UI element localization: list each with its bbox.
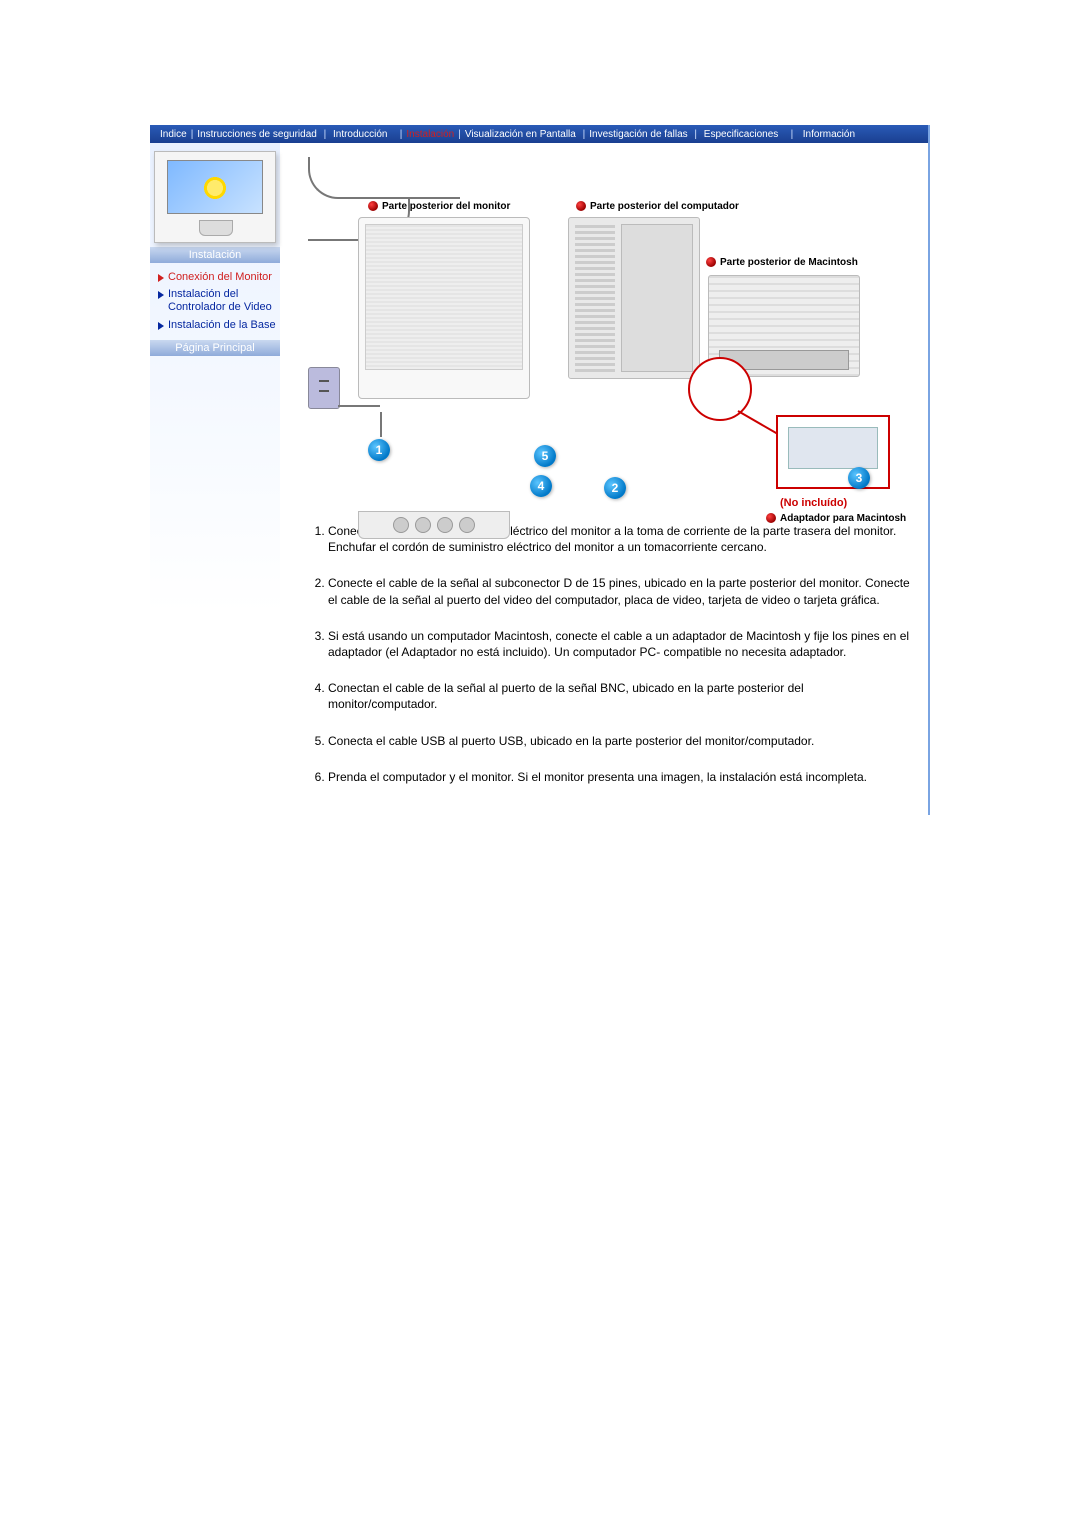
diagram-number-5: 5	[534, 445, 556, 467]
nav-separator: |	[692, 129, 700, 140]
diagram-number-3: 3	[848, 467, 870, 489]
wall-outlet-icon	[308, 367, 340, 409]
nav-visualizacion[interactable]: Visualización en Pantalla	[461, 129, 580, 140]
cable-line	[380, 412, 382, 437]
instruction-item: Si está usando un computador Macintosh, …	[328, 628, 914, 660]
bullet-icon	[766, 513, 776, 523]
instructions-list: Conecte el cordón de suministro eléctric…	[308, 517, 918, 785]
diagram-number-2: 2	[604, 477, 626, 499]
sidebar-item-controlador[interactable]: Instalación del Controlador de Video	[158, 286, 276, 316]
cable-line	[308, 157, 460, 199]
sidebar-item-base[interactable]: Instalación de la Base	[158, 317, 276, 334]
instruction-item: Conectan el cable de la señal al puerto …	[328, 680, 914, 712]
layout: Instalación Conexión del Monitor Instala…	[150, 143, 930, 815]
top-nav: Indice | Instrucciones de seguridad | In…	[150, 125, 930, 143]
nav-investigacion[interactable]: Investigación de fallas	[585, 129, 691, 140]
monitor-ports-icon	[358, 511, 510, 539]
instruction-item: Conecte el cable de la señal al subconec…	[328, 575, 914, 607]
diagram-label-adapter: Adaptador para Macintosh	[766, 513, 906, 524]
sidebar-item-label: Conexión del Monitor	[168, 271, 272, 284]
sidebar-section-header: Instalación	[150, 247, 280, 263]
instruction-item: Conecta el cable USB al puerto USB, ubic…	[328, 733, 914, 749]
mac-adapter-icon	[776, 415, 890, 489]
nav-separator: |	[782, 129, 799, 140]
triangle-icon	[158, 291, 164, 299]
cable-line	[338, 405, 380, 407]
nav-indice[interactable]: Indice	[156, 129, 191, 140]
pc-back-icon	[568, 217, 700, 379]
nav-informacion[interactable]: Información	[799, 129, 859, 140]
sidebar-item-label: Instalación del Controlador de Video	[168, 288, 276, 314]
nav-instrucciones[interactable]: Instrucciones de seguridad	[193, 129, 321, 140]
diagram-number-1: 1	[368, 439, 390, 461]
nav-especificaciones[interactable]: Especificaciones	[700, 129, 782, 140]
diagram-label-pc: Parte posterior del computador	[576, 201, 739, 212]
sidebar-item-label: Instalación de la Base	[168, 319, 276, 332]
sidebar-monitor-image	[154, 151, 276, 243]
nav-separator: |	[321, 129, 329, 140]
page: Indice | Instrucciones de seguridad | In…	[150, 125, 930, 815]
diagram-label-monitor: Parte posterior del monitor	[368, 201, 510, 212]
sidebar-home-link[interactable]: Página Principal	[150, 340, 280, 356]
content: Parte posterior del monitor Parte poster…	[280, 143, 928, 815]
sidebar: Instalación Conexión del Monitor Instala…	[150, 143, 280, 815]
triangle-icon	[158, 274, 164, 282]
bullet-icon	[706, 257, 716, 267]
sidebar-list: Conexión del Monitor Instalación del Con…	[150, 263, 280, 340]
bullet-icon	[576, 201, 586, 211]
nav-instalacion[interactable]: Instalación	[402, 129, 458, 140]
triangle-icon	[158, 322, 164, 330]
monitor-back-icon	[358, 217, 530, 399]
connection-diagram: Parte posterior del monitor Parte poster…	[308, 157, 893, 507]
not-included-label: (No incluído)	[780, 497, 847, 509]
diagram-number-4: 4	[530, 475, 552, 497]
nav-introduccion[interactable]: Introducción	[329, 129, 391, 140]
sidebar-item-conexion[interactable]: Conexión del Monitor	[158, 269, 276, 286]
instruction-item: Prenda el computador y el monitor. Si el…	[328, 769, 914, 785]
bullet-icon	[368, 201, 378, 211]
diagram-label-mac: Parte posterior de Macintosh	[706, 257, 858, 268]
nav-separator: |	[391, 129, 402, 140]
